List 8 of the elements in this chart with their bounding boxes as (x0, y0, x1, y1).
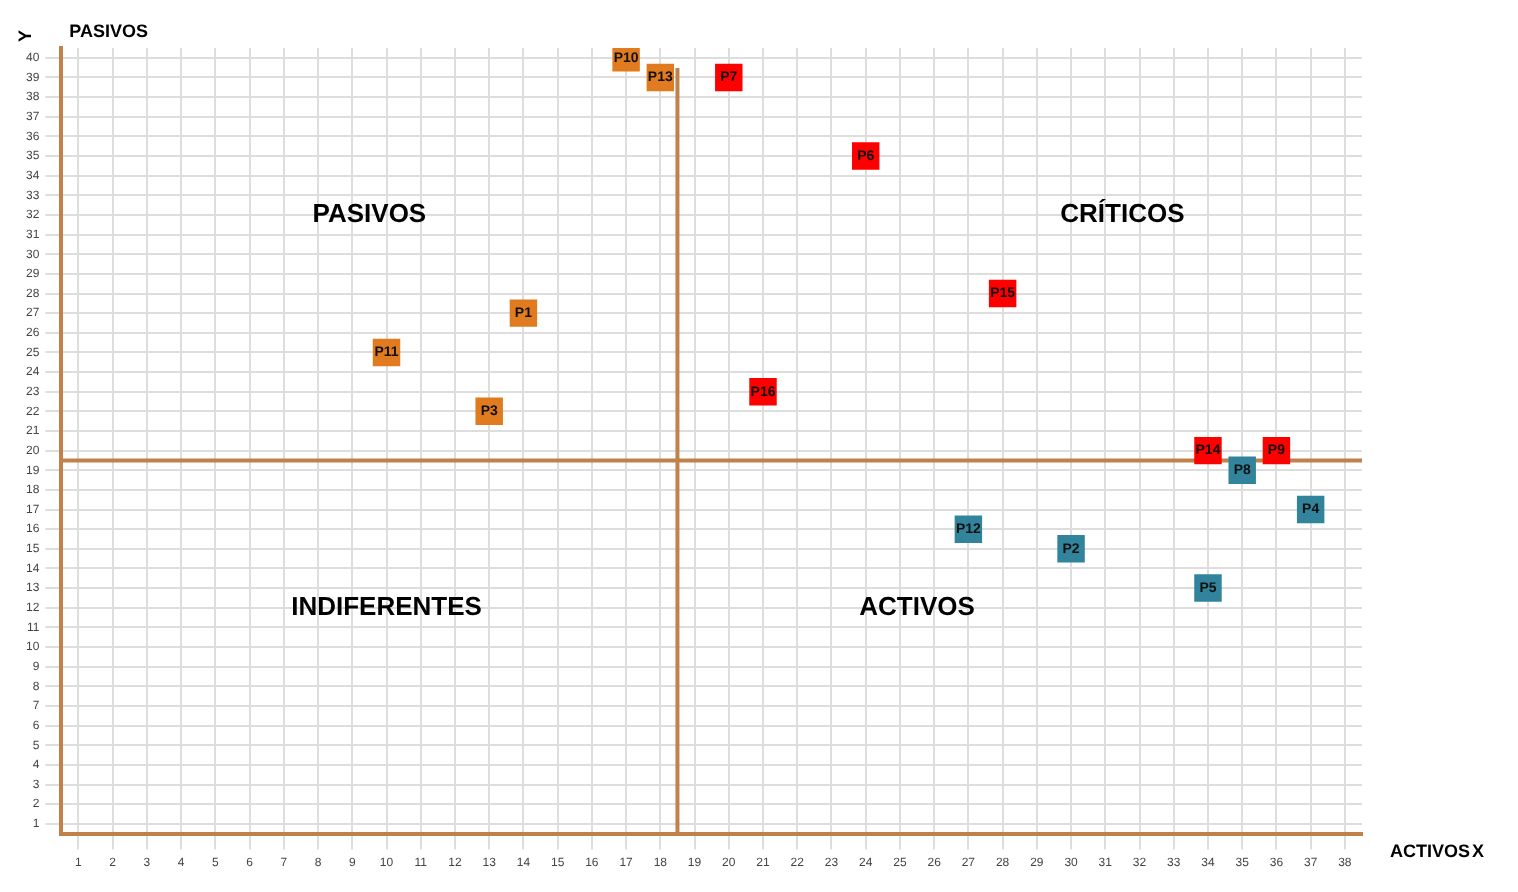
annotation: INDIFERENTES (291, 590, 483, 621)
annotation: CRÍTICOS (1060, 198, 1186, 229)
text: X (1472, 840, 1485, 861)
annotation: PASIVOS (312, 198, 427, 229)
text: Y (14, 29, 35, 43)
y-axis-title: PASIVOS (69, 20, 149, 41)
x-axis-title: ACTIVOS (1390, 840, 1471, 861)
annotation: ACTIVOS (859, 590, 976, 621)
